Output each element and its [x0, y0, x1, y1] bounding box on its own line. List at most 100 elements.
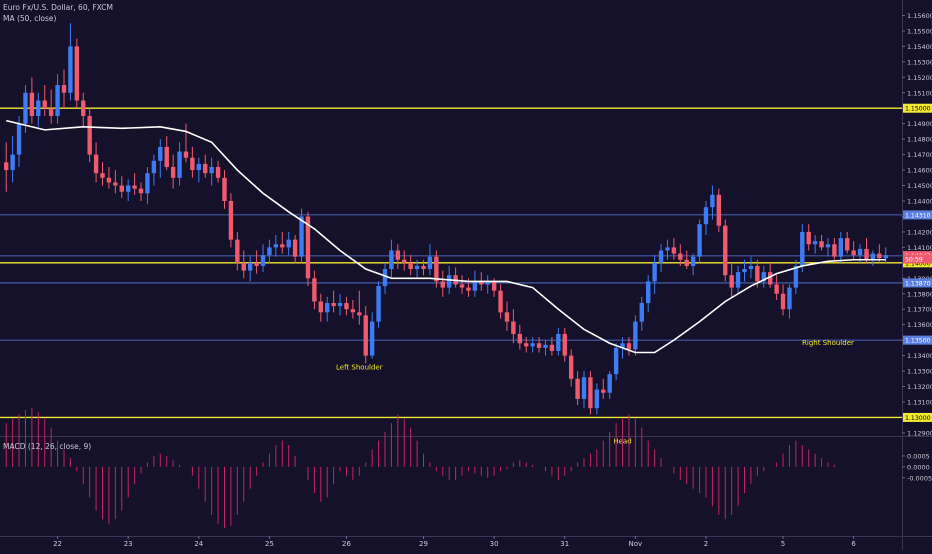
candle-body — [646, 281, 651, 304]
candle-body — [671, 247, 677, 254]
time-tick-label: 6 — [851, 540, 856, 548]
candle-body — [735, 272, 741, 288]
candle-body — [556, 333, 561, 351]
candle-body — [170, 166, 176, 178]
price-tick-label: 1.14900 — [907, 120, 932, 128]
candle-body — [568, 355, 574, 379]
candle-body — [414, 265, 420, 270]
candle-body — [633, 321, 638, 350]
candle-body — [241, 262, 246, 271]
price-tick-label: 1.15600 — [907, 12, 932, 20]
candle-body — [845, 238, 850, 251]
candle-body — [780, 293, 786, 310]
candle-body — [113, 182, 118, 186]
candle-body — [235, 239, 240, 263]
candle-body — [196, 163, 202, 171]
candle-body — [363, 315, 368, 356]
candle-body — [851, 250, 856, 256]
candle-body — [382, 269, 388, 287]
candle-body — [639, 303, 644, 322]
price-tick-label: 1.13200 — [907, 383, 932, 391]
candle-body — [511, 321, 516, 334]
candle-body — [613, 347, 619, 375]
macd-tick-label: 0.0005 — [907, 452, 930, 460]
candle-body — [479, 281, 484, 285]
candle-body — [190, 157, 195, 171]
price-tick-label: 1.13800 — [907, 290, 932, 298]
candle-body — [254, 262, 259, 266]
candle-body — [357, 312, 362, 316]
time-tick-label: 25 — [265, 540, 274, 548]
candle-body — [838, 238, 844, 257]
candle-body — [106, 177, 112, 183]
candle-body — [100, 173, 105, 178]
candle-body — [742, 269, 747, 273]
candle-body — [440, 281, 445, 288]
chart-title-legend: Euro Fx/U.S. Dollar, 60, FXCM — [3, 3, 113, 12]
level-price-label: 1.13870 — [905, 280, 931, 287]
candle-body — [427, 256, 433, 270]
candle-body — [402, 259, 407, 263]
price-tick-label: 1.14100 — [907, 244, 932, 252]
candle-body — [286, 239, 291, 248]
candle-body — [68, 46, 73, 93]
candle-body — [530, 343, 535, 347]
candle-body — [761, 272, 766, 282]
level-price-label: 1.13500 — [905, 338, 931, 345]
candle-body — [710, 194, 715, 208]
candle-body — [164, 146, 169, 167]
candle-body — [305, 216, 311, 279]
candle-body — [793, 265, 799, 288]
candle-body — [119, 185, 124, 192]
candle-body — [466, 287, 471, 291]
candle-body — [350, 309, 356, 313]
candle-body — [800, 231, 805, 266]
time-tick-label: 24 — [194, 540, 203, 548]
candle-body — [318, 301, 323, 313]
candle-body — [312, 278, 317, 302]
candle-body — [723, 225, 728, 276]
candle-body — [138, 188, 144, 194]
candle-body — [832, 244, 837, 257]
candle-body — [325, 303, 330, 313]
candle-body — [536, 343, 542, 348]
candle-body — [697, 224, 702, 257]
candle-body — [678, 253, 683, 260]
price-tick-label: 1.14500 — [907, 182, 932, 190]
candle-body — [665, 247, 670, 251]
current-price-label: 50:59 — [905, 256, 923, 263]
candle-body — [498, 290, 503, 313]
candle-body — [703, 207, 709, 225]
candle-body — [376, 286, 381, 322]
candle-body — [588, 377, 593, 409]
candle-body — [434, 256, 439, 282]
candle-body — [48, 108, 54, 116]
candle-body — [729, 275, 734, 288]
candle-body — [42, 100, 47, 109]
time-tick-label: 29 — [419, 540, 428, 548]
candle-body — [125, 185, 131, 192]
time-tick-label: 22 — [53, 540, 62, 548]
candle-body — [446, 275, 452, 288]
price-tick-label: 1.13600 — [907, 321, 932, 329]
candle-body — [543, 344, 548, 348]
candle-body — [36, 100, 41, 116]
level-price-label: 1.13000 — [905, 415, 931, 422]
candle-body — [228, 200, 234, 240]
candle-body — [389, 250, 394, 270]
candle-body — [607, 374, 612, 393]
candle-body — [517, 333, 523, 344]
price-tick-label: 1.13300 — [907, 368, 932, 376]
level-price-tag — [903, 103, 932, 113]
candle-body — [29, 92, 35, 116]
candle-body — [158, 146, 163, 161]
candle-body — [877, 253, 882, 259]
candle-body — [626, 343, 632, 350]
candle-body — [337, 303, 343, 307]
time-tick-label: Nov — [629, 540, 643, 548]
price-tick-label: 1.13700 — [907, 306, 932, 314]
macd-tick-label: 0.0000 — [907, 463, 930, 471]
